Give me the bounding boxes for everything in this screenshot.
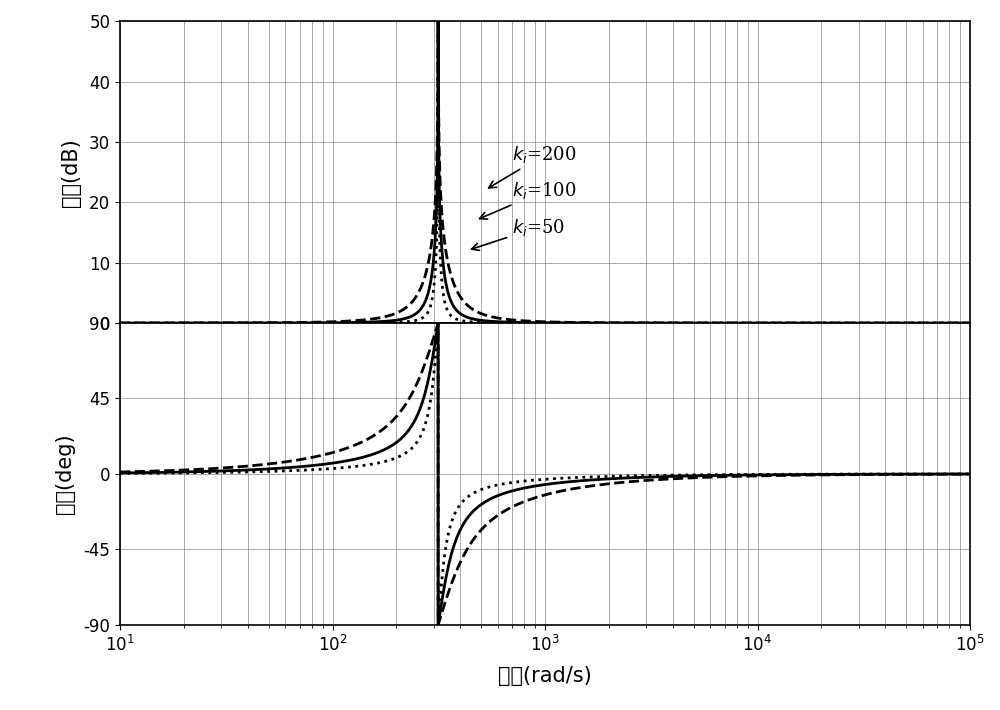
Y-axis label: 相角(deg): 相角(deg) <box>55 434 75 514</box>
X-axis label: 频率(rad/s): 频率(rad/s) <box>498 666 592 686</box>
Text: $k_i$=50: $k_i$=50 <box>472 217 565 251</box>
Text: $k_i$=100: $k_i$=100 <box>480 180 577 219</box>
Text: $k_i$=200: $k_i$=200 <box>489 144 577 188</box>
Y-axis label: 幅值(dB): 幅值(dB) <box>61 138 81 207</box>
